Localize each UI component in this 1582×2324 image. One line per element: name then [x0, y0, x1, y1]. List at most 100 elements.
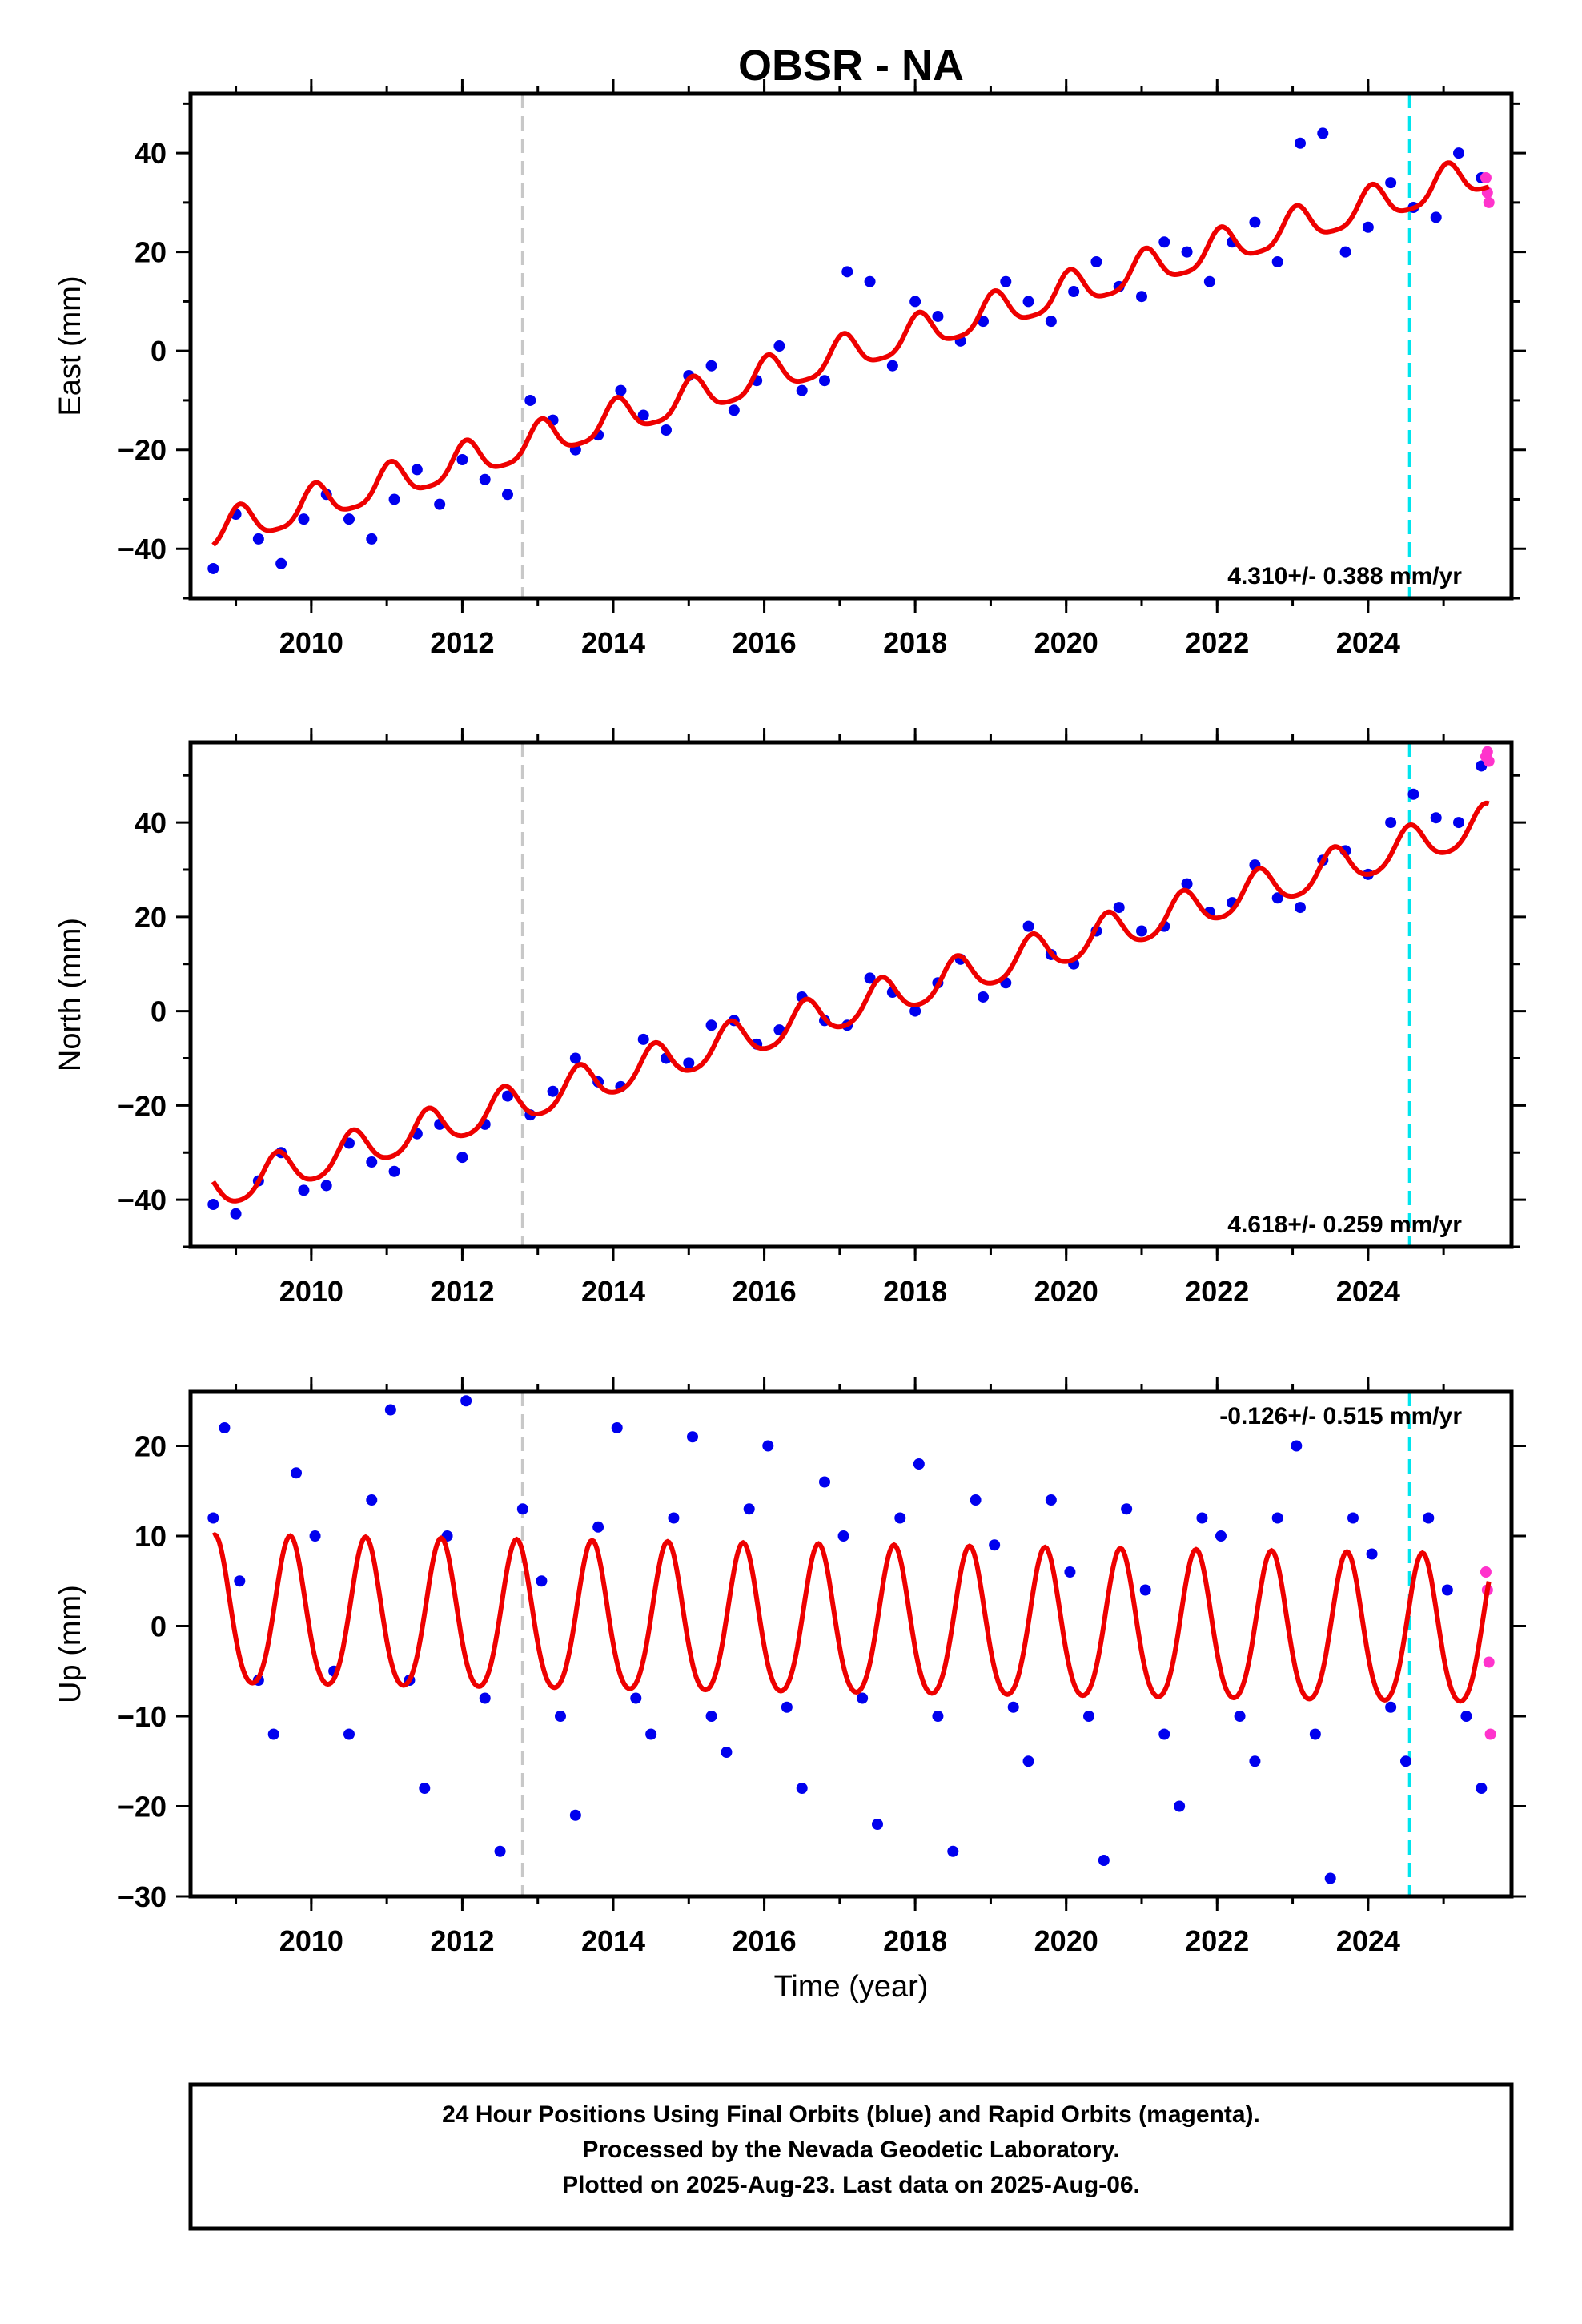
final-orbit-point: [864, 972, 876, 984]
y-tick-label: 0: [151, 335, 167, 368]
y-tick-label: 0: [151, 995, 167, 1028]
final-orbit-point: [219, 1422, 231, 1433]
velocity-label: 4.310+/- 0.388 mm/yr: [1227, 563, 1462, 589]
final-orbit-point: [857, 1692, 869, 1704]
final-orbit-point: [1362, 221, 1374, 233]
final-orbit-point: [886, 360, 898, 372]
final-orbit-point: [343, 513, 355, 525]
final-orbit-point: [516, 1503, 528, 1515]
y-tick-label: 20: [135, 901, 167, 934]
plot-frame: [188, 1389, 1514, 1899]
final-orbit-point: [970, 1494, 982, 1506]
x-tick-label: 2018: [883, 1275, 947, 1308]
final-orbit-point: [721, 1747, 733, 1758]
final-orbit-point: [1271, 892, 1283, 904]
x-tick-label: 2010: [279, 1924, 343, 1957]
final-orbit-point: [456, 1152, 468, 1164]
final-orbit-point: [234, 1575, 246, 1587]
footer-line-1: 24 Hour Positions Using Final Orbits (bl…: [442, 2101, 1260, 2128]
final-orbit-point: [1453, 817, 1464, 829]
final-orbit-point: [207, 562, 219, 574]
final-orbit-point: [932, 1711, 944, 1722]
final-orbit-point: [1022, 920, 1034, 932]
final-orbit-point: [1400, 1755, 1411, 1767]
final-orbit-point: [1249, 1755, 1261, 1767]
x-tick-label: 2012: [430, 1924, 494, 1957]
final-orbit-point: [252, 533, 264, 545]
plot-frame: [188, 740, 1514, 1249]
final-orbit-point: [1385, 1701, 1397, 1713]
x-tick-label: 2014: [581, 626, 645, 659]
final-orbit-point: [419, 1783, 431, 1794]
final-orbit-point: [366, 1494, 378, 1506]
up-panel: 2010 2012 2014 2016 2018 2020 2022 2024−30−20−1…: [54, 1377, 1526, 1957]
rapid-orbit-point: [1484, 1728, 1496, 1740]
final-orbit-point: [1068, 286, 1080, 298]
x-tick-label: 2010: [279, 626, 343, 659]
x-axis-label: Time (year): [774, 1970, 929, 2004]
y-tick-label: −20: [118, 1791, 167, 1823]
final-orbit-point: [1295, 902, 1306, 914]
final-orbit-point: [1441, 1584, 1453, 1596]
final-orbit-point: [1385, 177, 1397, 189]
y-tick-label: −20: [118, 434, 167, 467]
x-tick-label: 2018: [883, 626, 947, 659]
plot-area: [207, 94, 1495, 598]
final-orbit-point: [1181, 246, 1193, 258]
final-orbit-point: [1476, 1783, 1488, 1794]
final-orbit-point: [267, 1728, 279, 1740]
final-orbit-point: [743, 1503, 755, 1515]
model-curve: [211, 160, 1490, 547]
final-orbit-point: [1423, 1512, 1435, 1524]
footer-line-3: Plotted on 2025-Aug-23. Last data on 202…: [562, 2172, 1140, 2198]
final-orbit-point: [1022, 296, 1034, 308]
plot-area: [207, 1392, 1496, 1896]
final-orbit-point: [1045, 316, 1057, 328]
final-orbit-point: [384, 1404, 396, 1416]
final-orbit-point: [343, 1728, 355, 1740]
final-orbit-point: [479, 473, 491, 485]
final-orbit-point: [661, 424, 672, 436]
final-orbit-point: [1249, 216, 1261, 228]
footer-line-2: Processed by the Nevada Geodetic Laborat…: [582, 2137, 1119, 2163]
final-orbit-point: [1022, 1755, 1034, 1767]
final-orbit-point: [1090, 256, 1102, 267]
final-orbit-point: [1196, 1512, 1208, 1524]
x-tick-label: 2014: [581, 1275, 645, 1308]
y-tick-label: 20: [135, 236, 167, 269]
y-axis-label: Up (mm): [54, 1585, 87, 1703]
final-orbit-point: [1139, 1584, 1151, 1596]
x-tick-label: 2024: [1336, 1924, 1400, 1957]
final-orbit-point: [978, 316, 989, 328]
final-orbit-point: [781, 1701, 793, 1713]
final-orbit-point: [894, 1512, 906, 1524]
east-panel: 2010 2012 2014 2016 2018 2020 2022 2024 −40 −20 0 2…: [54, 79, 1526, 659]
model-curve: [211, 1531, 1492, 1704]
final-orbit-point: [796, 384, 808, 396]
final-orbit-point: [1385, 817, 1397, 829]
final-orbit-point: [275, 557, 287, 569]
final-orbit-point: [1430, 211, 1442, 223]
final-orbit-point: [837, 1530, 849, 1542]
final-orbit-point: [1430, 812, 1442, 824]
final-orbit-point: [207, 1199, 219, 1211]
final-orbit-point: [773, 340, 785, 352]
final-orbit-point: [555, 1711, 566, 1722]
plot-area: [207, 742, 1495, 1247]
final-orbit-point: [762, 1440, 774, 1452]
final-orbit-point: [1098, 1855, 1110, 1866]
final-orbit-point: [230, 1208, 242, 1220]
final-orbit-point: [705, 1711, 717, 1722]
final-orbit-point: [630, 1692, 642, 1704]
final-orbit-point: [645, 1728, 657, 1740]
final-orbit-point: [1158, 1728, 1170, 1740]
final-orbit-point: [637, 1033, 649, 1045]
model-curve: [211, 800, 1490, 1204]
rapid-orbit-point: [1480, 172, 1492, 183]
final-orbit-point: [819, 375, 830, 387]
final-orbit-point: [1136, 925, 1147, 937]
rapid-orbit-point: [1483, 196, 1495, 208]
y-tick-label: −20: [118, 1089, 167, 1122]
final-orbit-point: [479, 1692, 491, 1704]
